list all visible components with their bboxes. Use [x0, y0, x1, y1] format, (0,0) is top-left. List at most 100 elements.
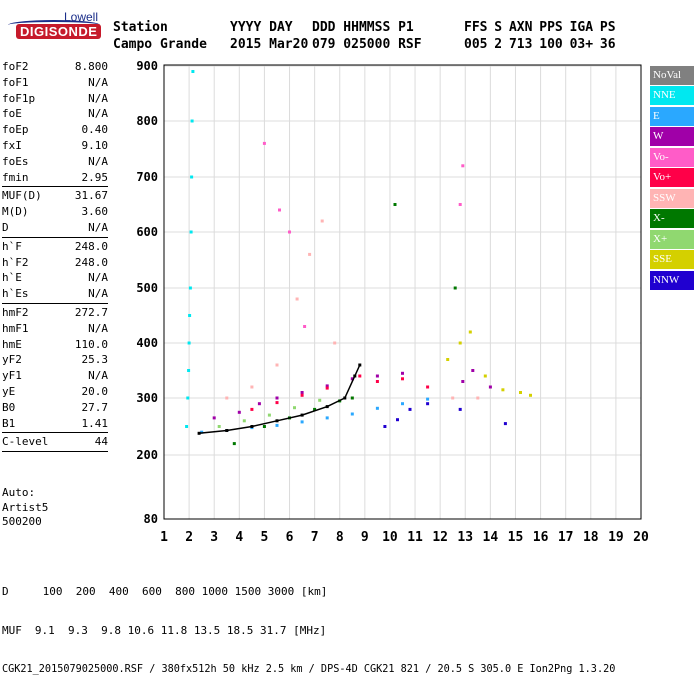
- data-point: [350, 377, 354, 381]
- param-row: hmF2 272.7: [2, 305, 108, 321]
- series-nne: [185, 70, 195, 428]
- series-x-: [217, 398, 322, 428]
- param-value: 31.67: [74, 189, 108, 203]
- x-tick-label: 4: [235, 530, 243, 545]
- param-row: yF1 N/A: [2, 368, 108, 384]
- param-value: N/A: [88, 271, 108, 285]
- series-x-: [232, 203, 457, 446]
- data-point: [458, 407, 462, 411]
- data-point: [190, 175, 194, 179]
- data-point: [250, 407, 254, 411]
- data-point: [275, 419, 279, 423]
- param-row: B0 27.7: [2, 400, 108, 416]
- echo-points: [185, 70, 532, 446]
- y-tick-label: 200: [136, 448, 158, 462]
- x-tick-label: 7: [311, 530, 319, 545]
- data-point: [225, 396, 229, 400]
- param-name: B1: [2, 416, 16, 430]
- data-point: [303, 325, 307, 328]
- param-name: h`Es: [2, 287, 29, 301]
- data-point: [275, 363, 279, 367]
- data-point: [232, 442, 236, 446]
- x-tick-label: 1: [160, 530, 168, 545]
- legend-item-vo-: Vo-: [650, 147, 694, 167]
- data-point: [295, 297, 299, 301]
- param-value: 110.0: [74, 337, 108, 351]
- data-point: [217, 425, 221, 428]
- panel-separator: [2, 302, 108, 304]
- data-point: [426, 385, 430, 389]
- auto-program: Artist5: [2, 500, 49, 514]
- data-point: [250, 385, 254, 389]
- x-tick-label: 9: [361, 530, 369, 545]
- header-date-value: 2015 Mar20: [230, 37, 309, 52]
- y-tick-label: 400: [136, 336, 158, 350]
- data-point: [275, 396, 279, 400]
- data-point: [401, 402, 404, 406]
- footer-muf-values: 9.1 9.3 9.8 10.6 11.8 13.5 18.5 31.7 [MH…: [34, 624, 327, 637]
- data-point: [188, 286, 192, 290]
- data-point: [483, 374, 487, 378]
- y-tick-label: 700: [136, 170, 158, 184]
- param-row: foE N/A: [2, 106, 108, 122]
- data-point: [318, 398, 322, 402]
- param-value: N/A: [88, 154, 108, 168]
- data-point: [288, 230, 291, 234]
- param-row: B1 1.41: [2, 416, 108, 432]
- param-value: N/A: [88, 321, 108, 335]
- header-settings-value: 005 2 713 100 03+ 36: [464, 37, 616, 52]
- footer-d-label: D: [2, 585, 9, 598]
- param-name: B0: [2, 400, 16, 414]
- panel-separator: [2, 451, 108, 453]
- data-point: [325, 405, 329, 409]
- series-vo-: [250, 374, 430, 411]
- panel-separator: [2, 432, 108, 434]
- data-point: [401, 377, 404, 381]
- param-value: 0.40: [81, 123, 109, 137]
- logo-company: Lowell: [63, 10, 98, 24]
- param-value: 272.7: [74, 305, 108, 319]
- legend-item-noval: NoVal: [650, 66, 694, 85]
- legend-item-w: W: [650, 127, 694, 147]
- data-point: [471, 369, 475, 372]
- data-point: [451, 396, 455, 400]
- param-row: h`F2 248.0: [2, 255, 108, 271]
- param-row: hmF1 N/A: [2, 321, 108, 337]
- footer: D 100 200 400 600 800 1000 1500 3000 [km]…: [2, 559, 615, 689]
- logo-product: DIGISONDE: [16, 24, 102, 39]
- data-point: [529, 393, 532, 397]
- data-point: [257, 402, 261, 406]
- param-value: 248.0: [74, 255, 108, 269]
- param-name: h`E: [2, 271, 22, 285]
- data-point: [519, 391, 522, 394]
- data-point: [185, 425, 189, 428]
- data-point: [396, 418, 399, 422]
- legend-item-ssw: SSW: [650, 188, 694, 208]
- series-vo-: [262, 141, 465, 328]
- param-row: foF1 N/A: [2, 75, 108, 91]
- data-point: [350, 396, 354, 400]
- param-name: MUF(D): [2, 189, 42, 203]
- series-w: [212, 369, 492, 420]
- param-row: M(D) 3.60: [2, 204, 108, 220]
- header-time-label: DDD HHMMSS P1: [312, 20, 414, 35]
- legend-item-vo-: Vo+: [650, 168, 694, 188]
- data-point: [320, 219, 324, 223]
- param-row: foEs N/A: [2, 154, 108, 170]
- y-tick-label: 900: [136, 59, 158, 73]
- legend-item-e: E: [650, 106, 694, 126]
- param-value: 2.95: [81, 170, 109, 184]
- data-point: [468, 330, 472, 334]
- x-tick-label: 19: [608, 530, 624, 545]
- param-value: 25.3: [81, 353, 109, 367]
- data-point: [278, 208, 281, 212]
- param-value: 248.0: [74, 239, 108, 253]
- param-name: foEp: [2, 123, 29, 137]
- param-name: yF2: [2, 353, 22, 367]
- data-point: [446, 358, 450, 361]
- data-point: [408, 407, 412, 411]
- legend-item-nne: NNE: [650, 86, 694, 106]
- param-row: hmE 110.0: [2, 337, 108, 353]
- param-row: MUF(D) 31.67: [2, 188, 108, 204]
- data-point: [262, 141, 266, 145]
